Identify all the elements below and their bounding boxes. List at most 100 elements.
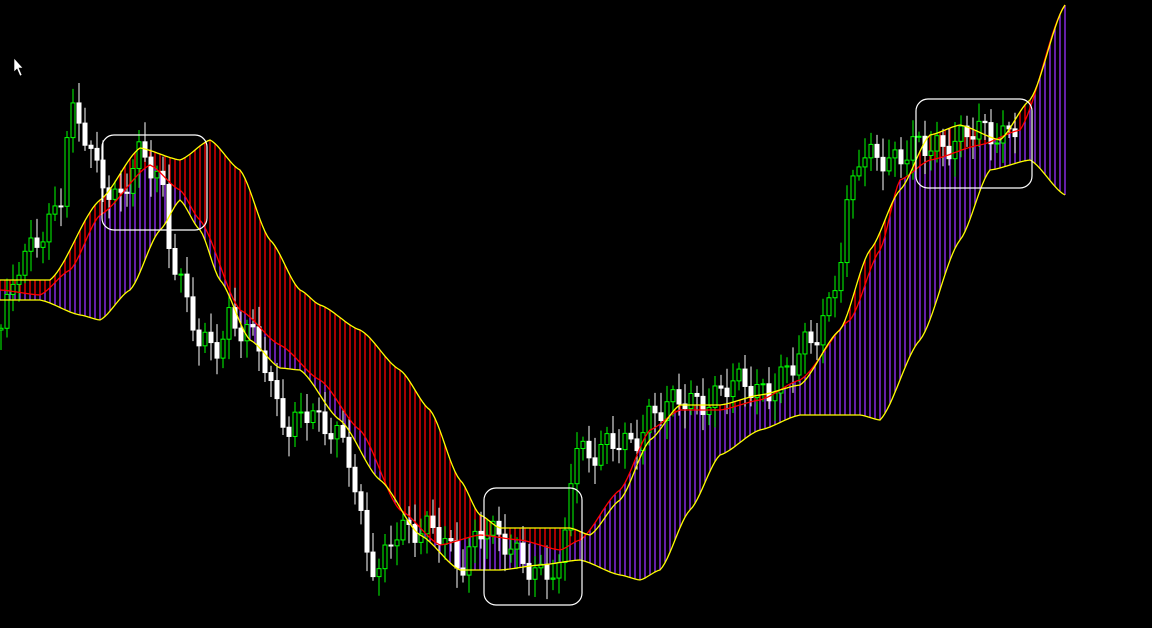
candle-body bbox=[232, 307, 238, 329]
candle-body bbox=[952, 140, 958, 160]
candle-body bbox=[676, 389, 682, 405]
candle-body bbox=[550, 577, 556, 580]
candle-body bbox=[904, 159, 910, 165]
candle-body bbox=[394, 539, 400, 547]
candle-body bbox=[298, 411, 304, 414]
highlight-boxes bbox=[101, 98, 1033, 606]
mid-line bbox=[0, 4, 1066, 551]
candle-body bbox=[334, 425, 340, 440]
candle-body bbox=[808, 331, 814, 344]
candle-body bbox=[994, 142, 1000, 145]
candle-body bbox=[112, 188, 118, 200]
candle-body bbox=[724, 387, 730, 398]
candle-body bbox=[148, 156, 154, 179]
candle-body bbox=[976, 120, 982, 140]
candle-body bbox=[280, 398, 286, 428]
candle-body bbox=[178, 273, 184, 276]
candle-body bbox=[448, 538, 454, 542]
candle-body bbox=[0, 327, 4, 331]
candle-body bbox=[214, 342, 220, 359]
candle-body bbox=[754, 383, 760, 399]
candle-body bbox=[520, 542, 526, 564]
candle-body bbox=[940, 135, 946, 147]
candle-body bbox=[574, 448, 580, 485]
candle-body bbox=[124, 191, 130, 194]
candle-body bbox=[172, 248, 178, 275]
candle-body bbox=[850, 175, 856, 201]
candle-body bbox=[796, 353, 802, 376]
candle-body bbox=[28, 237, 34, 252]
candle-body bbox=[604, 433, 610, 446]
candle-body bbox=[340, 425, 346, 438]
candle-body bbox=[154, 170, 160, 179]
candle-body bbox=[958, 125, 964, 142]
candle-body bbox=[688, 392, 694, 410]
candle-body bbox=[970, 136, 976, 140]
candle-body bbox=[556, 561, 562, 579]
candle-body bbox=[622, 432, 628, 451]
candle-body bbox=[526, 562, 532, 580]
candle-body bbox=[898, 149, 904, 165]
candle-body bbox=[718, 385, 724, 389]
candle-body bbox=[400, 519, 406, 541]
candle-body bbox=[64, 137, 70, 207]
candle-body bbox=[652, 405, 658, 414]
candle-body bbox=[418, 533, 424, 543]
candle-body bbox=[436, 527, 442, 545]
candle-body bbox=[466, 546, 472, 576]
candle-body bbox=[802, 331, 808, 355]
candle-body bbox=[598, 444, 604, 466]
candle-body bbox=[100, 159, 106, 189]
candle-body bbox=[658, 412, 664, 421]
candle-body bbox=[892, 149, 898, 159]
candle-body bbox=[40, 241, 46, 248]
candle-body bbox=[982, 120, 988, 124]
candle-body bbox=[82, 122, 88, 146]
candle-body bbox=[70, 102, 76, 139]
candle-body bbox=[388, 544, 394, 547]
candle-body bbox=[628, 432, 634, 440]
candle-body bbox=[268, 372, 274, 382]
candle-body bbox=[730, 380, 736, 398]
candle-body bbox=[880, 156, 886, 172]
candle-body bbox=[430, 515, 436, 529]
candle-body bbox=[916, 135, 922, 138]
candle-body bbox=[502, 533, 508, 555]
candle-body bbox=[226, 307, 232, 340]
candle-body bbox=[616, 447, 622, 451]
candle-body bbox=[1000, 125, 1006, 144]
candle-body bbox=[358, 491, 364, 511]
candle-body bbox=[712, 385, 718, 408]
candle-body bbox=[286, 426, 292, 437]
candle-body bbox=[328, 433, 334, 440]
candle-body bbox=[304, 411, 310, 424]
candle-body bbox=[376, 568, 382, 578]
candle-body bbox=[292, 411, 298, 437]
indicator-lines bbox=[0, 4, 1066, 581]
candle-body bbox=[580, 440, 586, 450]
candle-body bbox=[274, 380, 280, 400]
candle-body bbox=[868, 143, 874, 159]
candle-body bbox=[76, 102, 82, 124]
candle-body bbox=[346, 436, 352, 468]
candle-body bbox=[460, 567, 466, 576]
candle-body bbox=[646, 405, 652, 434]
candle-body bbox=[136, 141, 142, 169]
candle-body bbox=[262, 350, 268, 374]
candle-body bbox=[988, 122, 994, 145]
candle-body bbox=[886, 157, 892, 172]
mouse-cursor-icon bbox=[13, 57, 24, 77]
candle-body bbox=[682, 403, 688, 410]
candle-body bbox=[424, 515, 430, 535]
candle-body bbox=[94, 147, 100, 161]
candle-body bbox=[190, 296, 196, 331]
candle-body bbox=[592, 457, 598, 466]
candle-body bbox=[610, 433, 616, 449]
candle-body bbox=[46, 213, 52, 243]
candle-body bbox=[562, 529, 568, 563]
candle-body bbox=[220, 338, 226, 359]
candle-body bbox=[364, 509, 370, 553]
candle-body bbox=[742, 368, 748, 387]
candle-body bbox=[490, 520, 496, 536]
